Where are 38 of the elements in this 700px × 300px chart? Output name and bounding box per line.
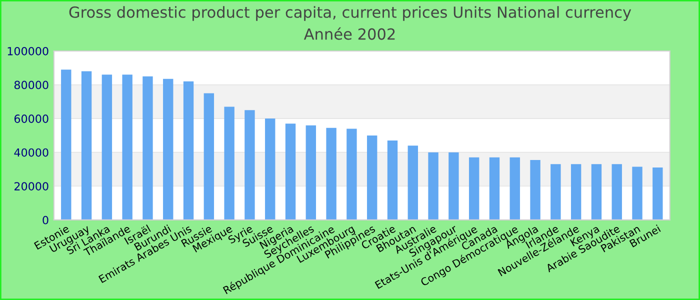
chart-subtitle: Année 2002 xyxy=(304,27,395,40)
bar xyxy=(468,157,480,220)
bar xyxy=(408,146,418,220)
bar xyxy=(81,71,92,220)
bar xyxy=(183,81,194,220)
bar xyxy=(489,157,500,220)
bar xyxy=(550,164,561,220)
bar xyxy=(122,74,132,220)
bar xyxy=(387,140,398,220)
y-tick-label: 80000 xyxy=(14,80,48,90)
y-tick-label: 60000 xyxy=(14,114,48,123)
bar xyxy=(510,157,520,220)
bar xyxy=(652,168,663,220)
bar xyxy=(428,152,438,220)
bar xyxy=(591,164,602,220)
bar xyxy=(306,125,316,220)
y-tick-label: 20000 xyxy=(14,182,48,190)
bar xyxy=(265,118,276,220)
y-tick-label: 0 xyxy=(42,216,48,224)
bar xyxy=(142,76,153,220)
bar xyxy=(244,110,255,220)
y-tick-label: 100000 xyxy=(8,46,48,56)
bar xyxy=(285,124,296,220)
bar xyxy=(224,106,234,220)
bar xyxy=(632,166,642,220)
bar xyxy=(346,128,357,220)
bar xyxy=(163,78,174,220)
bar xyxy=(102,74,112,220)
bar xyxy=(204,93,214,220)
bar xyxy=(570,164,582,220)
bar xyxy=(448,152,459,220)
bar xyxy=(530,160,540,220)
chart-title: Gross domestic product per capita, current prices Units National currency xyxy=(69,6,632,21)
bar xyxy=(367,135,378,220)
bar xyxy=(612,164,622,220)
y-tick-label: 40000 xyxy=(14,148,48,157)
bar xyxy=(326,128,336,220)
bar xyxy=(61,70,72,220)
